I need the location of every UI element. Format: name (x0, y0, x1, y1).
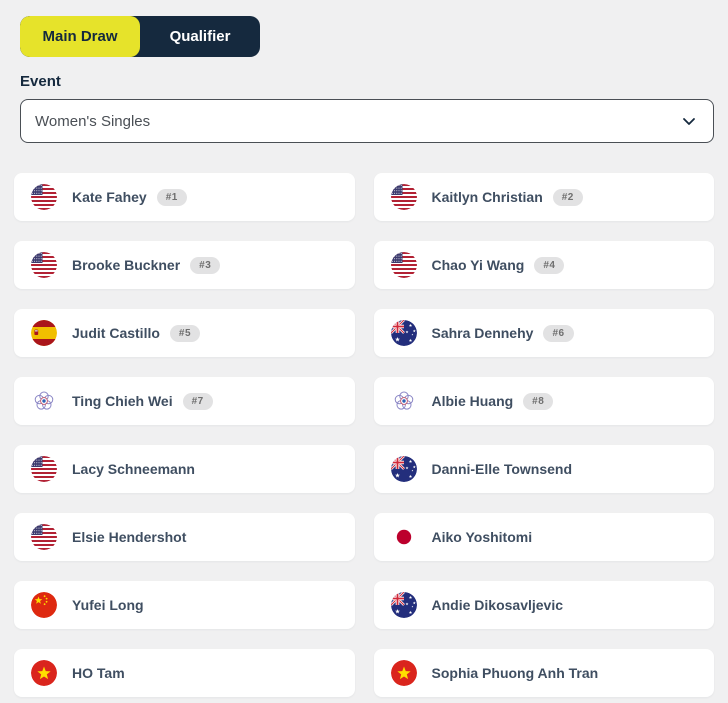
seed-badge: #3 (190, 256, 221, 274)
flag-usa-icon (31, 184, 57, 210)
flag-usa-icon (390, 252, 417, 278)
player-card[interactable]: Elsie Hendershot (14, 513, 355, 561)
player-name: Judit Castillo (72, 325, 160, 341)
seed-badge: #5 (169, 324, 201, 342)
player-card[interactable]: Albie Huang #8 (373, 377, 714, 425)
player-name: Albie Huang (431, 393, 514, 409)
event-label: Event (20, 73, 61, 90)
player-card[interactable]: Kate Fahey #1 (14, 173, 355, 221)
flag-vie-icon (31, 660, 57, 686)
player-name: Sophia Phuong Anh Tran (431, 665, 599, 681)
player-card[interactable]: Sahra Dennehy #6 (373, 309, 714, 357)
player-card[interactable]: Ting Chieh Wei #7 (14, 377, 355, 425)
draw-header: Main Draw Qualifier Event Women's Single… (0, 0, 728, 143)
player-card[interactable]: Sophia Phuong Anh Tran (373, 649, 714, 697)
draw-tabs: Main Draw Qualifier (20, 16, 260, 57)
player-card[interactable]: Lacy Schneemann (14, 445, 355, 493)
tab-qualifier[interactable]: Qualifier (140, 16, 260, 57)
flag-aus-icon (390, 320, 417, 346)
player-name: Ting Chieh Wei (72, 393, 173, 409)
chevron-down-icon (681, 113, 697, 129)
player-card[interactable]: Chao Yi Wang #4 (373, 241, 714, 289)
seed-badge: #1 (156, 188, 187, 206)
player-card[interactable]: Brooke Buckner #3 (14, 241, 355, 289)
player-card[interactable]: Judit Castillo #5 (14, 309, 355, 357)
draw-grid: Kate Fahey #1 Kaitlyn Christian #2 Brook… (14, 173, 714, 697)
player-name: HO Tam (72, 665, 125, 681)
flag-esp-icon (31, 320, 57, 346)
seed-badge: #7 (182, 392, 213, 410)
flag-chn-icon (31, 592, 57, 618)
player-name: Elsie Hendershot (72, 529, 187, 545)
event-select[interactable]: Women's Singles (20, 99, 714, 143)
flag-usa-icon (31, 252, 57, 278)
player-name: Chao Yi Wang (431, 257, 525, 273)
player-name: Kaitlyn Christian (431, 189, 543, 205)
flag-aus-icon (390, 456, 417, 482)
player-card[interactable]: Yufei Long (14, 581, 355, 629)
player-card[interactable]: HO Tam (14, 649, 355, 697)
seed-badge: #4 (534, 256, 565, 274)
event-select-value: Women's Singles (35, 112, 151, 130)
player-card[interactable]: Kaitlyn Christian #2 (373, 173, 714, 221)
player-name: Lacy Schneemann (72, 461, 195, 477)
flag-usa-icon (31, 456, 57, 482)
seed-badge: #6 (543, 324, 574, 342)
player-card[interactable]: Aiko Yoshitomi (373, 513, 714, 561)
player-name: Kate Fahey (72, 189, 147, 205)
player-name: Andie Dikosavljevic (431, 597, 564, 613)
flag-vie-icon (390, 660, 417, 686)
player-name: Brooke Buckner (72, 257, 181, 273)
player-name: Aiko Yoshitomi (431, 529, 533, 545)
flag-jpn-icon (390, 524, 417, 550)
player-name: Sahra Dennehy (431, 325, 534, 341)
flag-tpe-icon (390, 388, 417, 414)
flag-aus-icon (390, 592, 417, 618)
seed-badge: #8 (523, 392, 554, 410)
flag-usa-icon (390, 184, 417, 210)
player-name: Danni-Elle Townsend (431, 461, 573, 477)
player-card[interactable]: Andie Dikosavljevic (373, 581, 714, 629)
flag-usa-icon (31, 524, 57, 550)
player-card[interactable]: Danni-Elle Townsend (373, 445, 714, 493)
flag-tpe-icon (31, 388, 57, 414)
tab-main-draw[interactable]: Main Draw (20, 16, 140, 57)
player-name: Yufei Long (72, 597, 144, 613)
seed-badge: #2 (552, 188, 583, 206)
